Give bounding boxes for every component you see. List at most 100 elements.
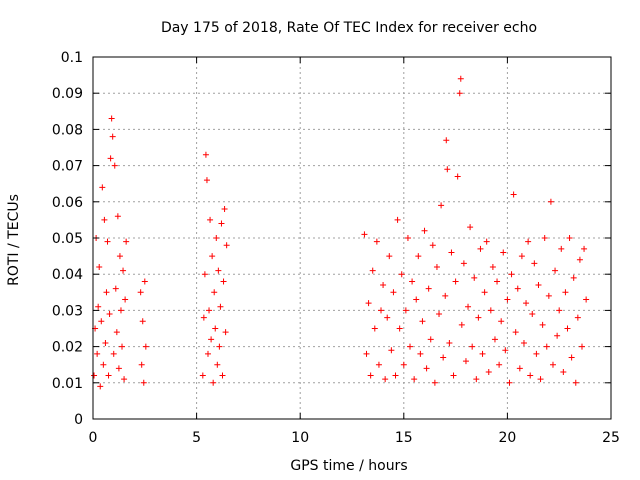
roti-point (539, 321, 546, 328)
roti-point (512, 329, 519, 336)
roti-point (107, 155, 114, 162)
roti-point (409, 278, 416, 285)
roti-point (568, 354, 575, 361)
x-tick-label: 5 (192, 430, 201, 446)
roti-point (475, 314, 482, 321)
roti-point (564, 325, 571, 332)
roti-point (209, 253, 216, 260)
roti-point (365, 300, 372, 307)
roti-point (116, 253, 123, 260)
roti-point (199, 372, 206, 379)
roti-point (457, 75, 464, 82)
roti-point (211, 289, 218, 296)
roti-point (378, 307, 385, 314)
roti-point (122, 296, 129, 303)
y-tick-label: 0.07 (52, 159, 83, 175)
roti-point (411, 376, 418, 383)
y-tick-label: 0 (74, 412, 83, 428)
roti-point (431, 379, 438, 386)
roti-point (504, 296, 511, 303)
roti-point (109, 133, 116, 140)
roti-point (574, 314, 581, 321)
roti-point (208, 336, 215, 343)
y-axis-label: ROTI / TECUs (6, 194, 22, 286)
roti-point (458, 321, 465, 328)
roti-point (98, 318, 105, 325)
roti-point (462, 358, 469, 365)
grid-lines (93, 57, 611, 419)
roti-point (204, 350, 211, 357)
roti-point (552, 267, 559, 274)
roti-point (404, 235, 411, 241)
roti-point (438, 202, 445, 209)
roti-point (578, 343, 585, 350)
roti-point (369, 267, 376, 274)
roti-point (581, 245, 588, 252)
roti-point (427, 336, 434, 343)
axis-ticks: 0 5 10 15 20 25 0 0.01 0.02 0.03 0.04 0.05 0.06 0.07 0… (52, 50, 620, 446)
roti-point (400, 361, 407, 368)
roti-point (572, 379, 579, 386)
roti-point (547, 198, 554, 205)
roti-point (104, 238, 111, 245)
y-tick-label: 0.1 (61, 50, 83, 66)
roti-point (363, 350, 370, 357)
roti-point (562, 289, 569, 296)
roti-point (96, 263, 103, 270)
roti-point (448, 249, 455, 256)
roti-point (494, 278, 501, 285)
roti-point (535, 282, 542, 289)
roti-point (570, 274, 577, 281)
roti-point (483, 238, 490, 245)
y-tick-label: 0.04 (52, 267, 83, 283)
roti-point (386, 253, 393, 260)
roti-point (446, 339, 453, 346)
roti-point (394, 216, 401, 223)
roti-point (367, 372, 374, 379)
roti-point (454, 173, 461, 180)
roti-point (485, 368, 492, 375)
roti-point (106, 311, 113, 318)
roti-point (491, 336, 498, 343)
data-points (91, 75, 590, 390)
roti-point (201, 271, 208, 278)
roti-point (100, 361, 107, 368)
roti-point (210, 379, 217, 386)
y-tick-label: 0.03 (52, 303, 83, 319)
roti-point (560, 368, 567, 375)
roti-point (373, 238, 380, 245)
x-tick-label: 25 (602, 430, 620, 446)
roti-point (558, 245, 565, 252)
roti-point (465, 303, 472, 310)
roti-point (527, 372, 534, 379)
roti-point (203, 177, 210, 184)
roti-point (425, 285, 432, 292)
roti-point (220, 278, 227, 285)
roti-point (138, 361, 145, 368)
roti-point (388, 347, 395, 354)
roti-point (117, 307, 124, 314)
roti-point (533, 350, 540, 357)
roti-point (481, 289, 488, 296)
roti-point (139, 318, 146, 325)
roti-point (545, 292, 552, 299)
roti-point (121, 376, 128, 383)
roti-point (442, 292, 449, 299)
roti-point (137, 289, 144, 296)
roti-point (215, 267, 222, 274)
roti-point (514, 285, 521, 292)
roti-point (94, 350, 101, 357)
y-tick-label: 0.01 (52, 376, 83, 392)
roti-point (460, 260, 467, 267)
roti-point (114, 213, 121, 220)
roti-point (576, 256, 583, 263)
roti-point (398, 271, 405, 278)
roti-point (213, 235, 220, 241)
roti-point (217, 303, 224, 310)
roti-point (566, 235, 573, 241)
roti-point (549, 361, 556, 368)
roti-point (537, 376, 544, 383)
roti-point (498, 318, 505, 325)
roti-point (529, 311, 536, 318)
